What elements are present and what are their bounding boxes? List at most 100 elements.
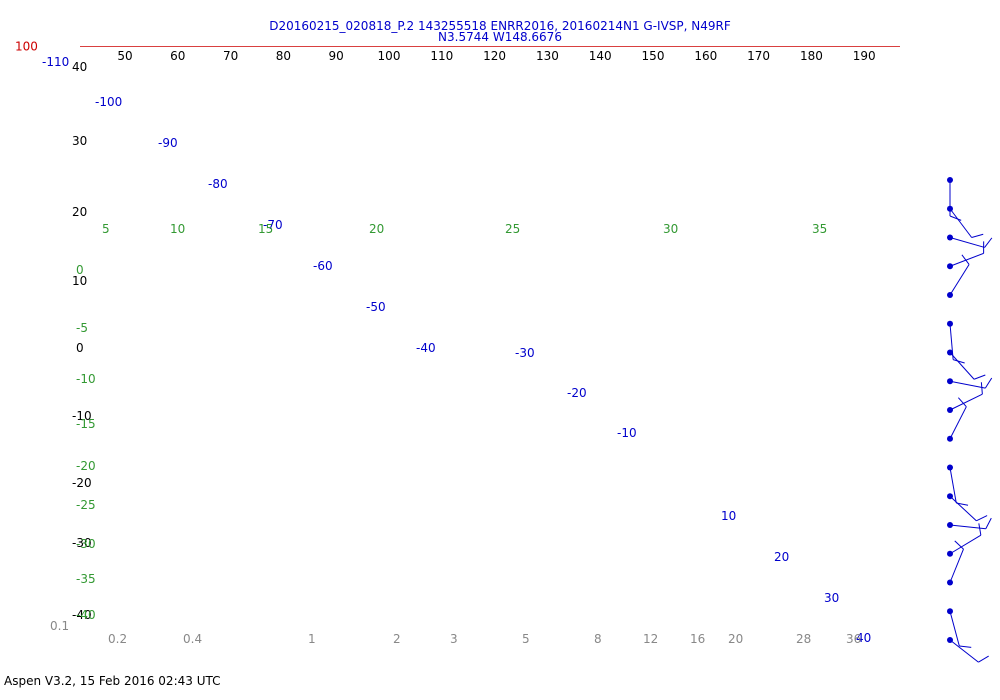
isotherm-lines bbox=[21, 0, 1000, 47]
isotherm-line bbox=[270, 0, 772, 47]
isotherm-line bbox=[602, 0, 1000, 47]
moist-adiabat-label: -40 bbox=[76, 608, 96, 622]
mixing-ratio-label: 0.2 bbox=[108, 632, 127, 646]
wind-barb-staff bbox=[949, 548, 964, 583]
dry-adiabat-lines bbox=[0, 0, 1000, 47]
top-axis-tick: 150 bbox=[642, 49, 665, 63]
moist-adiabat-label: -35 bbox=[76, 572, 96, 586]
wind-barb-staff bbox=[949, 639, 979, 663]
isotherm-line bbox=[768, 0, 1000, 47]
moist-adiabat-label: 5 bbox=[102, 222, 110, 236]
wind-barb-staff bbox=[949, 237, 985, 248]
wind-barb-feather bbox=[978, 523, 982, 536]
isotherm-line bbox=[436, 0, 938, 47]
dry-adiabat-line bbox=[36, 0, 1000, 47]
moist-adiabat-label: -15 bbox=[76, 417, 96, 431]
isotherm-label: -50 bbox=[366, 300, 386, 314]
dry-adiabat-line bbox=[594, 0, 1000, 47]
moist-adiabat-label: 20 bbox=[369, 222, 384, 236]
dry-adiabat-label: 40 bbox=[72, 60, 87, 74]
mixing-ratio-label: 16 bbox=[690, 632, 705, 646]
moist-adiabat-line bbox=[0, 0, 1000, 47]
dry-adiabat-line bbox=[336, 0, 1000, 47]
wind-barb-feather bbox=[952, 359, 965, 364]
isotherm-line bbox=[104, 0, 606, 47]
top-axis-tick: 190 bbox=[853, 49, 876, 63]
moist-adiabat-label: 0 bbox=[76, 263, 84, 277]
moist-adiabat-label: -20 bbox=[76, 459, 96, 473]
mixing-ratio-label: 1 bbox=[308, 632, 316, 646]
mixing-ratio-label: 20 bbox=[728, 632, 743, 646]
dry-adiabat-line bbox=[0, 0, 1000, 47]
wind-barb-feather bbox=[961, 254, 970, 265]
dry-adiabat-label: -20 bbox=[72, 476, 92, 490]
mixing-ratio-label: 36 bbox=[846, 632, 861, 646]
isotherm-label: 20 bbox=[774, 550, 789, 564]
moist-adiabat-label: -10 bbox=[76, 372, 96, 386]
wind-barb-staff bbox=[949, 208, 973, 238]
dry-adiabat-line bbox=[680, 0, 1000, 47]
moist-adiabat-line bbox=[99, 0, 1000, 47]
top-axis-tick: 140 bbox=[589, 49, 612, 63]
top-axis-tick: 50 bbox=[117, 49, 132, 63]
axis-labels: 1002003004005006007008009001000-11050607… bbox=[15, 40, 876, 647]
wind-barb-staff bbox=[949, 380, 986, 389]
top-axis-tick: 90 bbox=[329, 49, 344, 63]
wind-barb-feather bbox=[984, 377, 993, 389]
dry-adiabat-line bbox=[79, 0, 1000, 47]
isotherm-label: 40 bbox=[856, 631, 871, 645]
wind-barbs bbox=[947, 177, 993, 663]
dry-adiabat-line bbox=[0, 0, 1000, 47]
mixing-ratio-label: 12 bbox=[643, 632, 658, 646]
dry-adiabat-line bbox=[508, 0, 1000, 47]
isotherm-line bbox=[21, 0, 523, 47]
wind-barb-feather bbox=[971, 233, 984, 238]
wind-barb-feather bbox=[957, 397, 967, 408]
moist-adiabat-line bbox=[0, 0, 1000, 47]
moist-adiabat-label: 10 bbox=[170, 222, 185, 236]
wind-barb-staff bbox=[949, 534, 982, 555]
dry-adiabat-line bbox=[723, 0, 1000, 47]
moist-adiabat-line bbox=[0, 0, 1000, 47]
wind-barb-staff bbox=[949, 611, 960, 647]
dry-adiabat-label: 0 bbox=[76, 341, 84, 355]
isotherm-line bbox=[353, 0, 855, 47]
mixing-ratio-label: 0.1 bbox=[50, 619, 69, 633]
top-axis-tick: 170 bbox=[747, 49, 770, 63]
mixing-ratio-label: 3 bbox=[450, 632, 458, 646]
footer-text: Aspen V3.2, 15 Feb 2016 02:43 UTC bbox=[4, 674, 221, 688]
dry-adiabat-line bbox=[0, 0, 1000, 47]
wind-barb-staff bbox=[949, 352, 975, 380]
isotherm-label: -10 bbox=[617, 426, 637, 440]
dry-adiabat-line bbox=[208, 0, 1000, 47]
wind-barb-feather bbox=[984, 237, 993, 248]
dry-adiabat-label: 20 bbox=[72, 205, 87, 219]
chart-title-line1: D20160215_020818_P.2 143255518 ENRR2016,… bbox=[269, 19, 731, 33]
mixing-ratio-label: 0.4 bbox=[183, 632, 202, 646]
moist-adiabat-line bbox=[0, 0, 1000, 47]
top-axis-tick: 180 bbox=[800, 49, 823, 63]
isotherm-label: -40 bbox=[416, 341, 436, 355]
isotherm-label: -70 bbox=[263, 218, 283, 232]
moist-adiabat-line bbox=[148, 0, 1000, 47]
dry-adiabat-label: -30 bbox=[72, 536, 92, 550]
dry-adiabat-line bbox=[551, 0, 1000, 47]
dry-adiabat-line bbox=[637, 0, 1000, 47]
moist-adiabat-line bbox=[0, 0, 1000, 47]
dry-adiabat-line bbox=[379, 0, 1000, 47]
mixing-ratio-label: 2 bbox=[393, 632, 401, 646]
chart-title-line2: N3.5744 W148.6676 bbox=[438, 30, 562, 44]
wind-barb-feather bbox=[980, 382, 983, 395]
wind-barb-feather bbox=[973, 374, 986, 380]
wind-barb-feather bbox=[959, 645, 972, 648]
top-axis-tick: 60 bbox=[170, 49, 185, 63]
moist-adiabat-label: 35 bbox=[812, 222, 827, 236]
moist-adiabat-line bbox=[684, 0, 1000, 47]
isotherm-label: -80 bbox=[208, 177, 228, 191]
top-axis-tick: 80 bbox=[276, 49, 291, 63]
top-axis-tick: 130 bbox=[536, 49, 559, 63]
isotherm-label: 10 bbox=[721, 509, 736, 523]
top-axis-tick: 110 bbox=[430, 49, 453, 63]
wind-barb-feather bbox=[949, 215, 962, 221]
wind-barb-feather bbox=[978, 655, 989, 663]
